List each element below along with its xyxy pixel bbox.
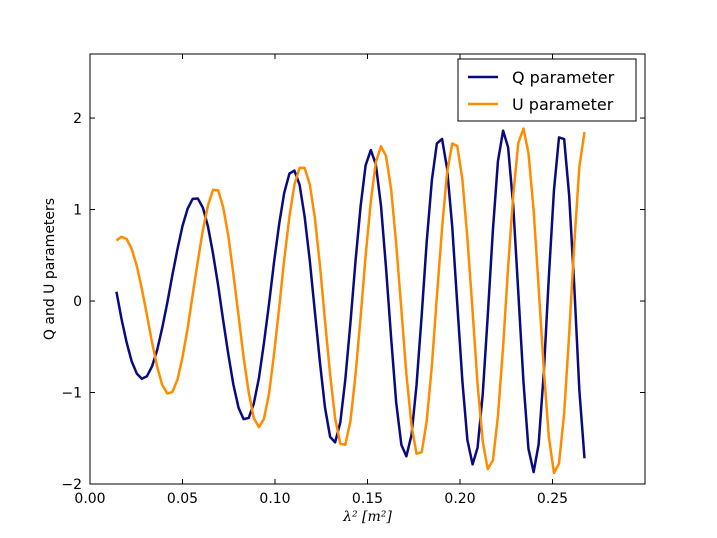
legend-label-u: U parameter	[512, 95, 614, 114]
x-tick-label: 0.10	[259, 491, 290, 507]
y-axis-label: Q and U parameters	[42, 198, 58, 340]
plot-area	[90, 54, 645, 484]
y-axis-ticks: −2 −1 0 1 2	[61, 111, 645, 493]
series-line-u	[115, 127, 586, 475]
y-tick-label: 0	[73, 294, 82, 310]
legend: Q parameter U parameter	[457, 58, 637, 122]
series-layer	[115, 127, 586, 475]
x-tick-label: 0.05	[167, 491, 198, 507]
x-tick-label: 0.00	[74, 491, 105, 507]
x-axis-label: λ² [m²]	[342, 509, 392, 525]
y-tick-label: −1	[61, 386, 82, 402]
y-tick-label: 1	[73, 203, 82, 219]
y-tick-label: 2	[73, 111, 82, 127]
legend-label-q: Q parameter	[512, 68, 615, 87]
series-line-q	[115, 129, 586, 474]
x-axis-ticks: 0.00 0.05 0.10 0.15 0.20 0.25	[74, 54, 568, 507]
x-tick-label: 0.20	[444, 491, 475, 507]
x-tick-label: 0.25	[537, 491, 568, 507]
y-tick-label: −2	[61, 477, 82, 493]
legend-box	[457, 58, 637, 122]
x-tick-label: 0.15	[352, 491, 383, 507]
